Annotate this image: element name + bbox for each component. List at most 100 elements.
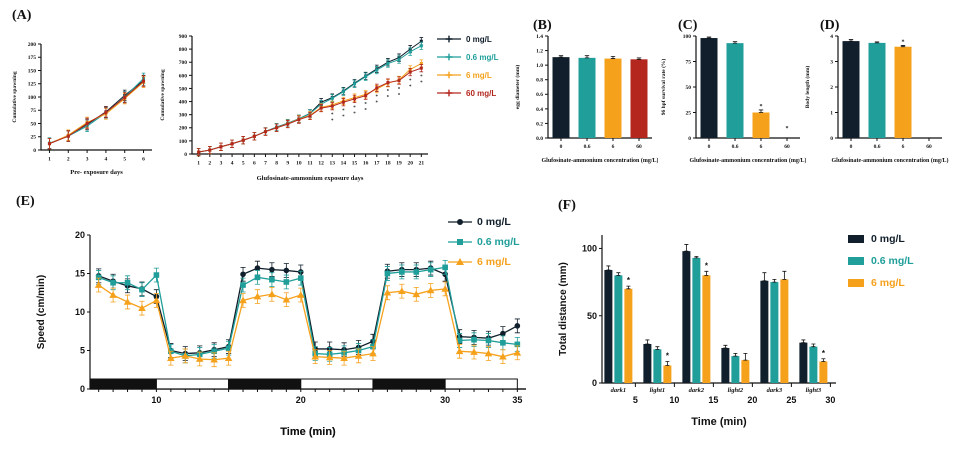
legend-label: 60 mg/L bbox=[466, 88, 497, 98]
svg-text:*: * bbox=[409, 85, 412, 90]
svg-text:*: * bbox=[666, 351, 670, 360]
panel-label-f: (F) bbox=[558, 198, 576, 213]
legend-item: 6 mg/L bbox=[848, 272, 914, 294]
svg-text:50: 50 bbox=[686, 85, 692, 91]
svg-text:Total distance (mm): Total distance (mm) bbox=[558, 262, 569, 356]
svg-text:dark1: dark1 bbox=[611, 387, 627, 394]
svg-text:0: 0 bbox=[592, 378, 597, 388]
svg-text:*: * bbox=[902, 39, 905, 45]
svg-text:20: 20 bbox=[296, 395, 306, 405]
svg-text:1: 1 bbox=[48, 157, 51, 163]
svg-text:8: 8 bbox=[275, 161, 278, 167]
svg-text:10: 10 bbox=[75, 307, 85, 317]
svg-text:6: 6 bbox=[253, 161, 256, 167]
svg-text:4: 4 bbox=[830, 34, 833, 40]
svg-text:6: 6 bbox=[760, 144, 763, 150]
svg-text:0.6: 0.6 bbox=[584, 144, 591, 150]
svg-text:0.6: 0.6 bbox=[536, 92, 543, 98]
legend-item: 0 mg/L bbox=[848, 228, 914, 250]
svg-text:30: 30 bbox=[825, 395, 835, 405]
svg-text:6: 6 bbox=[142, 157, 145, 163]
svg-text:2: 2 bbox=[830, 85, 833, 91]
svg-text:*: * bbox=[398, 94, 401, 99]
svg-text:5: 5 bbox=[123, 157, 126, 163]
svg-text:0.6: 0.6 bbox=[874, 144, 881, 150]
svg-text:10: 10 bbox=[669, 395, 679, 405]
svg-text:0.6: 0.6 bbox=[732, 144, 739, 150]
svg-text:*: * bbox=[342, 115, 345, 120]
swim-speed-chart: 0 5 10 15 20 Speed (cm/min) 10 20 30 35 Time (min)… bbox=[36, 230, 526, 438]
svg-text:17: 17 bbox=[374, 161, 380, 167]
svg-text:600: 600 bbox=[179, 73, 188, 79]
svg-text:5: 5 bbox=[80, 346, 85, 356]
body-length-chart: 0 1 2 3 4 Body length (mm) 0 0.6 6 * 60 Glufosinate… bbox=[804, 34, 949, 164]
svg-text:0.4: 0.4 bbox=[536, 107, 543, 113]
legend-label: 0 mg/L bbox=[871, 233, 905, 245]
svg-text:*: * bbox=[398, 88, 401, 93]
svg-text:0: 0 bbox=[184, 152, 187, 158]
svg-text:Glufosinate-ammonium concentra: Glufosinate-ammonium concentration (mg/L… bbox=[542, 157, 659, 164]
svg-text:400: 400 bbox=[179, 99, 188, 105]
svg-text:25: 25 bbox=[686, 110, 692, 116]
svg-text:Glufosinate-ammonium exposure: Glufosinate-ammonium exposure days bbox=[257, 175, 364, 182]
svg-text:175: 175 bbox=[28, 55, 37, 61]
svg-text:21: 21 bbox=[419, 161, 425, 167]
svg-text:egg diameter (mm): egg diameter (mm) bbox=[514, 65, 521, 110]
svg-text:7: 7 bbox=[264, 161, 267, 167]
legend-label: 0.6 mg/L bbox=[871, 255, 914, 267]
svg-text:*: * bbox=[420, 81, 423, 86]
svg-text:0: 0 bbox=[33, 148, 36, 154]
svg-text:*: * bbox=[364, 109, 367, 114]
svg-text:*: * bbox=[331, 113, 334, 118]
legend-item: 0.6 mg/L bbox=[848, 250, 914, 272]
legend-item: 6 mg/L bbox=[437, 66, 498, 84]
svg-text:*: * bbox=[353, 112, 356, 117]
svg-text:0: 0 bbox=[850, 144, 853, 150]
legend-item: 6 mg/L bbox=[448, 252, 520, 272]
svg-text:*: * bbox=[387, 90, 390, 95]
svg-text:14: 14 bbox=[341, 161, 347, 167]
svg-text:*: * bbox=[353, 106, 356, 111]
svg-text:*: * bbox=[342, 109, 345, 114]
legend-label: 0.6 mg/L bbox=[466, 52, 499, 62]
legend-panel-a: 0 mg/L 0.6 mg/L 6 mg/L 60 mg/L bbox=[437, 30, 498, 102]
svg-text:0: 0 bbox=[830, 136, 833, 142]
svg-text:700: 700 bbox=[179, 60, 188, 66]
svg-text:*: * bbox=[786, 126, 789, 132]
svg-text:4: 4 bbox=[105, 157, 108, 163]
legend-marker-6-mg-L bbox=[448, 258, 472, 265]
svg-text:5: 5 bbox=[242, 161, 245, 167]
svg-text:4: 4 bbox=[231, 161, 234, 167]
svg-text:0: 0 bbox=[708, 144, 711, 150]
svg-text:3: 3 bbox=[220, 161, 223, 167]
svg-text:*: * bbox=[705, 261, 709, 270]
legend-swatch-0.6-mg-L bbox=[848, 257, 864, 265]
legend-label: 6 mg/L bbox=[477, 256, 511, 268]
svg-text:100: 100 bbox=[28, 95, 37, 101]
svg-text:60: 60 bbox=[926, 144, 932, 150]
svg-text:*: * bbox=[331, 119, 334, 124]
svg-text:dark3: dark3 bbox=[767, 387, 783, 394]
legend-marker-0-mg-L bbox=[448, 219, 472, 225]
svg-text:0.0: 0.0 bbox=[536, 136, 543, 142]
svg-text:1: 1 bbox=[830, 110, 833, 116]
svg-text:6: 6 bbox=[612, 144, 615, 150]
exposure-spawning-chart: 0 100 200 300 400 500 600 700 800 900 Cumulative s… bbox=[160, 34, 428, 182]
svg-text:60: 60 bbox=[784, 144, 790, 150]
svg-text:9: 9 bbox=[286, 161, 289, 167]
panel-label-d: (D) bbox=[820, 18, 840, 33]
svg-text:15: 15 bbox=[352, 161, 358, 167]
legend-item: 60 mg/L bbox=[437, 84, 498, 102]
svg-text:10: 10 bbox=[151, 395, 161, 405]
svg-text:6: 6 bbox=[902, 144, 905, 150]
svg-text:125: 125 bbox=[28, 82, 37, 88]
svg-text:light2: light2 bbox=[728, 387, 744, 394]
svg-text:25: 25 bbox=[31, 135, 37, 141]
legend-label: 0 mg/L bbox=[477, 216, 511, 228]
svg-text:Speed (cm/min): Speed (cm/min) bbox=[36, 275, 47, 349]
legend-item: 0 mg/L bbox=[448, 212, 520, 232]
legend-swatch-0-mg-L bbox=[848, 235, 864, 243]
